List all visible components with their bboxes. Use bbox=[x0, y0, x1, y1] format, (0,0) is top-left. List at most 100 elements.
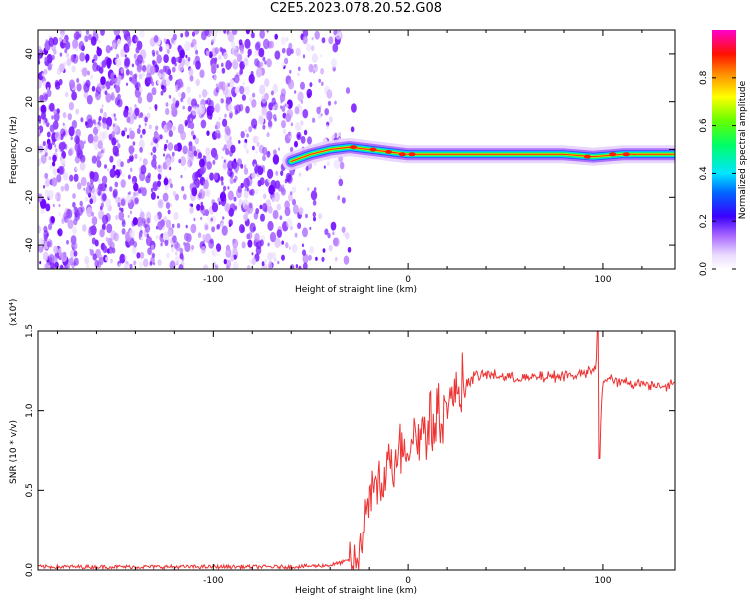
noise-blob bbox=[251, 118, 258, 129]
noise-blob bbox=[150, 187, 154, 193]
noise-blob bbox=[139, 157, 142, 162]
noise-blob bbox=[295, 264, 299, 269]
noise-blob bbox=[309, 82, 313, 88]
noise-blob bbox=[210, 217, 213, 222]
noise-blob bbox=[220, 47, 224, 52]
noise-blob bbox=[71, 91, 77, 101]
noise-blob bbox=[267, 242, 270, 247]
noise-blob bbox=[199, 69, 205, 78]
noise-blob bbox=[105, 93, 112, 103]
noise-blob bbox=[97, 39, 101, 44]
noise-blob bbox=[259, 84, 266, 95]
noise-blob bbox=[233, 196, 237, 202]
noise-blob bbox=[46, 131, 51, 138]
noise-blob bbox=[111, 131, 116, 138]
noise-blob bbox=[240, 47, 244, 54]
noise-blob bbox=[163, 38, 167, 43]
noise-blob bbox=[343, 232, 346, 237]
noise-blob bbox=[274, 50, 281, 60]
noise-blob bbox=[333, 237, 340, 247]
noise-blob bbox=[62, 129, 65, 133]
noise-blob bbox=[142, 71, 146, 77]
noise-blob bbox=[259, 30, 265, 39]
noise-blob bbox=[326, 89, 333, 99]
noise-blob bbox=[251, 252, 254, 256]
noise-blob bbox=[189, 206, 194, 214]
noise-blob bbox=[289, 69, 292, 74]
noise-blob bbox=[128, 145, 135, 155]
noise-blob bbox=[39, 261, 42, 265]
signal-peak bbox=[622, 152, 630, 157]
noise-blob bbox=[98, 256, 104, 266]
noise-blob bbox=[126, 36, 132, 44]
noise-blob bbox=[257, 165, 264, 176]
noise-blob bbox=[87, 133, 94, 144]
noise-blob bbox=[193, 217, 196, 222]
noise-blob bbox=[311, 117, 316, 123]
noise-blob bbox=[240, 131, 245, 139]
noise-blob bbox=[134, 104, 137, 108]
noise-blob bbox=[190, 223, 197, 234]
noise-blob bbox=[267, 119, 273, 128]
noise-blob bbox=[284, 206, 291, 217]
noise-blob bbox=[172, 66, 176, 73]
noise-blob bbox=[134, 197, 139, 205]
noise-blob bbox=[177, 78, 183, 88]
noise-blob bbox=[227, 190, 234, 201]
noise-blob bbox=[286, 218, 293, 229]
noise-blob bbox=[49, 164, 53, 170]
noise-blob bbox=[104, 164, 107, 169]
noise-blob bbox=[136, 128, 141, 135]
noise-blob bbox=[90, 225, 97, 236]
noise-blob bbox=[350, 126, 355, 133]
noise-blob bbox=[183, 241, 186, 246]
noise-blob bbox=[107, 237, 113, 247]
noise-blob bbox=[124, 255, 128, 260]
noise-blob bbox=[149, 106, 152, 110]
noise-blob bbox=[209, 105, 215, 114]
noise-blob bbox=[251, 172, 256, 179]
noise-blob bbox=[61, 218, 65, 225]
noise-blob bbox=[64, 215, 69, 223]
noise-blob bbox=[239, 85, 245, 95]
noise-blob bbox=[69, 249, 76, 259]
noise-blob bbox=[84, 196, 89, 202]
noise-blob bbox=[138, 139, 145, 149]
noise-blob bbox=[244, 38, 251, 49]
noise-blob bbox=[74, 211, 81, 221]
spectrogram-y-label: Frequency (Hz) bbox=[9, 116, 19, 184]
noise-blob bbox=[261, 164, 263, 168]
noise-blob bbox=[215, 129, 221, 139]
noise-blob bbox=[102, 116, 107, 125]
noise-blob bbox=[157, 199, 164, 209]
noise-blob bbox=[131, 63, 135, 68]
noise-blob bbox=[194, 30, 200, 35]
y-tick-label: 20 bbox=[25, 96, 35, 108]
noise-blob bbox=[121, 220, 126, 227]
noise-blob bbox=[113, 232, 119, 242]
noise-blob bbox=[68, 101, 74, 111]
noise-blob bbox=[206, 155, 211, 163]
noise-blob bbox=[179, 252, 184, 260]
noise-blob bbox=[268, 264, 271, 269]
noise-blob bbox=[58, 36, 63, 43]
noise-blob bbox=[93, 126, 99, 135]
noise-blob bbox=[138, 231, 143, 238]
noise-blob bbox=[245, 105, 250, 114]
noise-blob bbox=[102, 122, 107, 129]
noise-blob bbox=[302, 54, 306, 59]
noise-blob bbox=[80, 176, 87, 187]
noise-blob bbox=[337, 195, 341, 200]
noise-blob bbox=[189, 75, 194, 82]
noise-blob bbox=[134, 73, 138, 79]
colorbar-tick-label: 0.4 bbox=[699, 166, 709, 181]
noise-blob bbox=[294, 106, 300, 115]
noise-blob bbox=[114, 150, 119, 157]
noise-blob bbox=[91, 59, 94, 64]
noise-blob bbox=[85, 30, 90, 35]
noise-blob bbox=[204, 30, 210, 37]
noise-blob bbox=[68, 126, 75, 137]
noise-blob bbox=[50, 216, 55, 224]
noise-blob bbox=[245, 30, 250, 35]
noise-blob bbox=[241, 94, 246, 101]
